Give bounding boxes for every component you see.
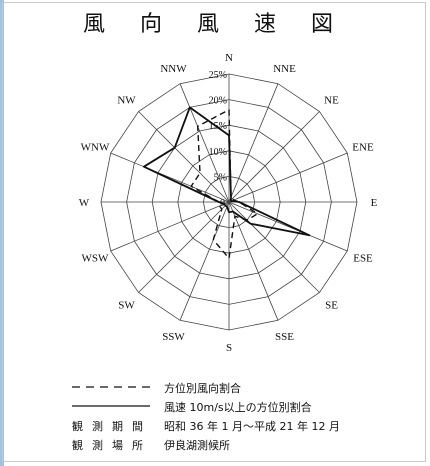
spoke-nw <box>138 111 230 203</box>
ring-tick-label: 25% <box>209 70 227 81</box>
direction-label-n: N <box>225 52 233 64</box>
direction-label-ese: ESE <box>353 253 373 265</box>
wind-rose-grid <box>100 73 358 331</box>
chart-title: 風 向 風 速 図 <box>83 12 347 37</box>
direction-label-nne: NNE <box>273 63 296 75</box>
spoke-nne <box>228 83 279 203</box>
direction-label-ssw: SSW <box>162 331 185 343</box>
observation-period-value: 昭和 36 年 1 月～平成 21 年 12 月 <box>164 420 340 433</box>
wind-rose-labels: N NNE NE ENE E ESE SE SSE S SSW SW WSW W WNW NW NNW 5% 10… <box>79 52 378 354</box>
spoke-sw <box>138 201 230 293</box>
direction-label-w: W <box>79 197 90 209</box>
page-border <box>2 2 426 462</box>
observation-place-value: 伊良湖測候所 <box>164 439 230 452</box>
spoke-ese <box>228 201 348 252</box>
direction-label-ene: ENE <box>352 142 374 154</box>
ring-tick-label: 5% <box>214 172 227 183</box>
spoke-wnw <box>110 152 230 203</box>
observation-period-term: 観測期間 <box>72 420 152 433</box>
spoke-sse <box>228 201 279 321</box>
legend-label-dashed: 方位別風向割合 <box>164 382 241 395</box>
wind-rose-series <box>142 106 311 259</box>
ring-tick-label: 15% <box>209 121 227 132</box>
direction-label-s: S <box>226 342 232 354</box>
spoke-wsw <box>110 201 230 252</box>
series-solid-line <box>142 106 311 237</box>
direction-label-sw: SW <box>118 300 135 312</box>
direction-label-wnw: WNW <box>81 142 110 154</box>
ring-tick-label: 10% <box>209 147 227 158</box>
legend-label-solid: 風速 10m/s以上の方位別割合 <box>164 401 312 414</box>
direction-label-se: SE <box>325 300 338 312</box>
direction-label-e: E <box>371 197 378 209</box>
spoke-ne <box>228 111 320 203</box>
dashed-line-key <box>72 386 150 388</box>
observation-place-term: 観測場所 <box>72 439 152 452</box>
spoke-se <box>228 201 320 293</box>
direction-label-nnw: NNW <box>160 63 187 75</box>
direction-label-wsw: WSW <box>82 253 110 265</box>
spoke-ene <box>228 152 348 203</box>
direction-label-sse: SSE <box>275 331 294 343</box>
spoke-nnw <box>179 83 230 203</box>
ring-tick-label: 20% <box>209 96 227 107</box>
spoke-ssw <box>179 201 230 321</box>
series-dashed-line <box>190 109 259 259</box>
direction-label-nw: NW <box>117 95 136 107</box>
center-tick-label: 0 <box>220 198 225 209</box>
solid-line-key <box>72 405 150 407</box>
direction-label-ne: NE <box>324 95 339 107</box>
